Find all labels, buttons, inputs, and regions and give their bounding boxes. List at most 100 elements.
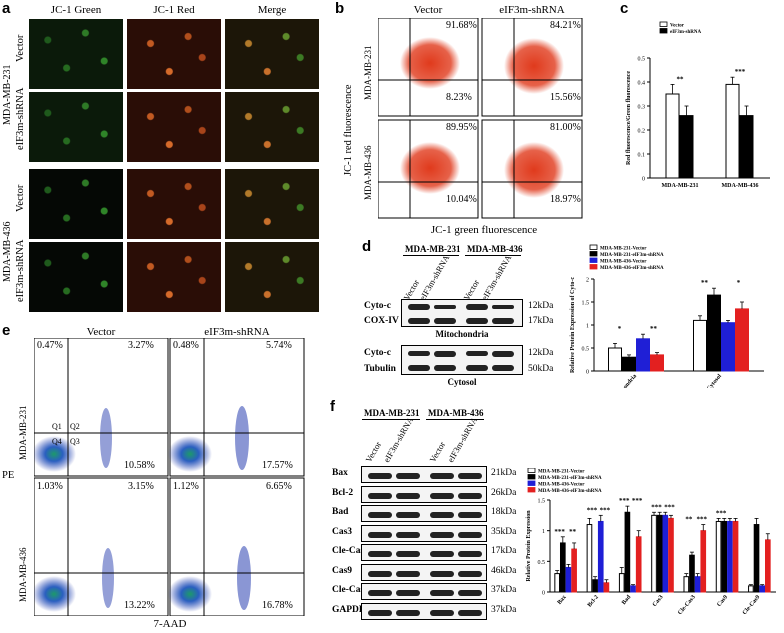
f-band: [430, 512, 454, 518]
significance-mark: ***: [600, 506, 611, 514]
facs-blue-scatter: [235, 406, 249, 470]
bar: [571, 548, 577, 593]
legend-label: Vector: [670, 24, 685, 29]
f-band: [368, 570, 392, 577]
f-band: [396, 570, 420, 577]
legend-swatch: [659, 21, 668, 27]
y-tick-label: 2: [586, 278, 589, 284]
facs-e-col-shrna: eIF3m-shRNA: [204, 326, 270, 338]
facs-b-436-vector: [378, 119, 479, 219]
facs-e-pct-10: 1.12%: [173, 481, 199, 492]
facs-b-231-vector: [378, 18, 479, 117]
y-axis-label: Relative Protein Expression of Cyto-c: [570, 277, 576, 373]
facs-e-231-shrna: [168, 338, 305, 477]
panel-c-label: c: [620, 0, 629, 17]
d-size-coxiv: 17kDa: [528, 316, 554, 326]
d-size-tubulin: 50kDa: [528, 364, 554, 374]
significance-mark: **: [569, 528, 577, 536]
micrograph-231-vector-merge: [224, 18, 320, 90]
x-tick-label: Bax: [557, 594, 568, 606]
micrograph-231-vector-green: [28, 18, 124, 90]
f-lane-3: Vector: [427, 439, 448, 464]
f-row-label-cle-cas3: Cle-Cas3: [332, 546, 369, 556]
legend-label: MDA-MB-436-Vector: [538, 483, 585, 488]
facs-blue-scatter: [100, 408, 112, 468]
facs-b-pct-2: 8.23%: [446, 92, 472, 103]
d-row-cytoc-mito: Cyto-c: [364, 301, 391, 311]
bar: [668, 517, 674, 593]
f-group-line-1: [362, 419, 420, 420]
row-label-shrna-1: eIF3m-shRNA: [15, 87, 26, 150]
x-tick-label: MDA-MB-231: [662, 183, 699, 189]
d-size-cytoc-cyto: 12kDa: [528, 348, 554, 358]
facs-e-pct-4: 0.48%: [173, 340, 199, 351]
facs-red-cluster: [504, 38, 564, 94]
d-blot-mito: [401, 299, 523, 327]
f-row-size-bad: 18kDa: [491, 507, 517, 517]
y-tick-label: 0.4: [638, 81, 646, 87]
micrograph-436-shrna-merge: [224, 241, 320, 313]
x-tick-label: Cas9: [716, 594, 729, 608]
significance-mark: **: [677, 75, 685, 83]
significance-mark: **: [650, 325, 658, 333]
f-blot-cas9: [361, 563, 487, 581]
y-tick-label: 0.3: [638, 105, 646, 111]
facs-e-436-shrna: [168, 477, 305, 616]
significance-mark: ***: [632, 497, 643, 505]
f-band: [368, 473, 392, 479]
bar: [635, 536, 642, 593]
legend-label: eIF3m-shRNA: [670, 30, 701, 35]
facs-blue-cluster: [168, 436, 212, 472]
bar: [656, 514, 663, 593]
bar: [693, 319, 707, 372]
d-caption-cyto: Cytosol: [447, 377, 477, 387]
legend-swatch: [589, 251, 598, 257]
legend-swatch: [527, 487, 536, 493]
facs-e-pct-12: 16.78%: [262, 600, 293, 611]
bar: [650, 354, 664, 372]
bar: [622, 356, 636, 372]
y-tick-label: 1.5: [582, 301, 590, 307]
chart-d: 0 0.5 1 1.5 2 Relative Protein Expression of …: [570, 244, 764, 388]
f-row-size-cle-cas9: 37kDa: [491, 585, 517, 595]
row-label-shrna-2: eIF3m-shRNA: [15, 239, 26, 302]
facs-b-pct-1: 91.68%: [446, 20, 477, 31]
q4-label: Q4: [52, 437, 62, 446]
f-band: [368, 512, 392, 518]
bar: [679, 115, 694, 179]
d-row-cytoc-cyto: Cyto-c: [364, 348, 391, 358]
bar: [624, 511, 631, 593]
row-label-436: MDA-MB-436: [2, 221, 13, 282]
y-axis-label: Red fluorescence/Green fluorescence: [626, 71, 632, 165]
y-tick-label: 1: [542, 529, 545, 535]
facs-b-col-shrna: eIF3m-shRNA: [499, 4, 565, 16]
f-row-size-cas3: 35kDa: [491, 526, 517, 537]
facs-blue-scatter: [102, 548, 114, 608]
bar: [665, 93, 680, 179]
f-band: [396, 473, 420, 479]
f-blot-cas3: [361, 524, 487, 542]
f-band: [458, 590, 482, 596]
f-band: [396, 551, 420, 557]
facs-e-231-vector: [34, 338, 169, 477]
facs-b-pct-8: 18.97%: [550, 194, 581, 205]
legend-swatch: [659, 28, 668, 34]
legend-swatch: [589, 257, 598, 263]
bar: [597, 520, 604, 593]
f-band: [430, 473, 454, 479]
bar: [765, 539, 771, 593]
facs-e-row-436: MDA-MB-436: [18, 547, 28, 602]
bar: [559, 542, 566, 593]
facs-e-ylabel: PE: [2, 470, 15, 481]
y-tick-label: 0.5: [638, 57, 646, 63]
facs-b-pct-7: 81.00%: [550, 122, 581, 133]
bar: [700, 530, 707, 593]
micrograph-436-shrna-red: [126, 241, 222, 313]
facs-e-pct-6: 17.57%: [262, 460, 293, 471]
bar: [603, 582, 610, 593]
f-band: [396, 609, 420, 616]
bar: [721, 322, 735, 372]
d-lane-2: eIF3m-shRNA: [417, 253, 452, 302]
bar: [689, 554, 695, 593]
bar: [586, 524, 593, 593]
